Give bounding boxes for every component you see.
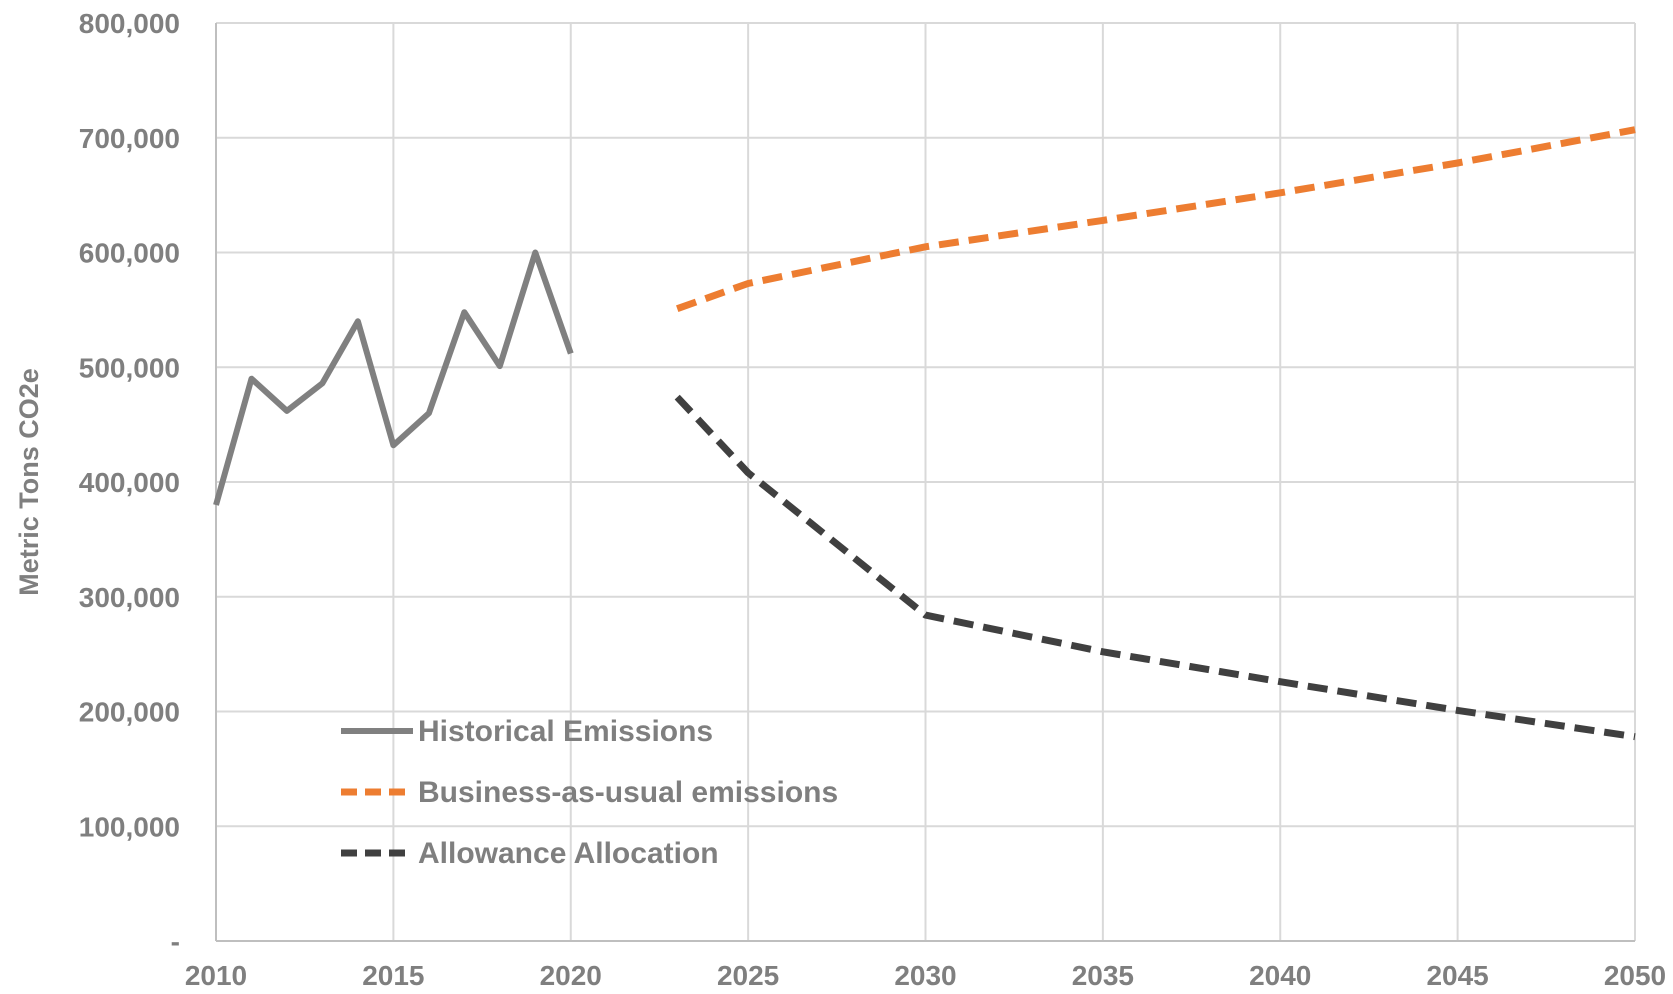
y-axis-title: Metric Tons CO2e [14, 368, 44, 596]
x-tick-label: 2030 [894, 960, 956, 991]
y-tick-label: 500,000 [79, 352, 180, 383]
y-tick-label: - [171, 926, 180, 957]
x-tick-label: 2025 [717, 960, 779, 991]
y-tick-label: 100,000 [79, 811, 180, 842]
series-line-2 [676, 126, 1636, 312]
data-series [213, 126, 1636, 741]
x-axis-ticks: 2010 2015 2020 2025 2030 2035 2040 2045 2050 [185, 960, 1666, 991]
y-tick-label: 600,000 [79, 238, 180, 269]
x-tick-label: 2015 [362, 960, 424, 991]
x-tick-label: 2035 [1072, 960, 1134, 991]
axes [215, 23, 1635, 942]
legend-label-1: Historical Emissions [418, 715, 713, 748]
y-tick-label: 700,000 [79, 123, 180, 154]
x-tick-label: 2020 [540, 960, 602, 991]
x-tick-label: 2050 [1604, 960, 1666, 991]
legend: Historical Emissions Business-as-usual em… [341, 715, 838, 870]
y-tick-label: 400,000 [79, 467, 180, 498]
y-axis-ticks: - 100,000 200,000 300,000 400,000 500,000 600,… [79, 8, 180, 957]
legend-label-3: Allowance Allocation [418, 837, 719, 870]
x-tick-label: 2045 [1426, 960, 1488, 991]
y-tick-label: 300,000 [79, 582, 180, 613]
series-line-1 [213, 249, 574, 506]
y-tick-label: 200,000 [79, 697, 180, 728]
x-tick-label: 2010 [185, 960, 247, 991]
legend-label-2: Business-as-usual emissions [418, 776, 838, 809]
x-tick-label: 2040 [1249, 960, 1311, 991]
series-line-3 [674, 394, 1636, 741]
y-tick-label: 800,000 [79, 8, 180, 39]
gridlines [216, 22, 1636, 941]
